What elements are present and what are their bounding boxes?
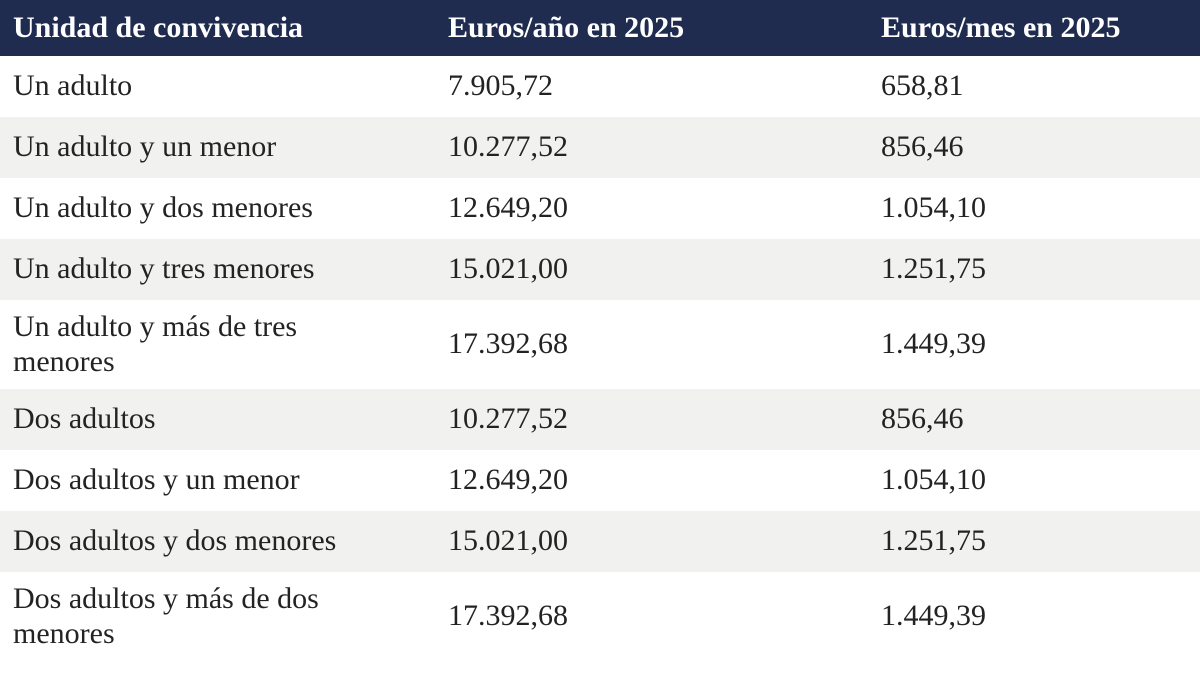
per-year-cell: 10.277,52 <box>448 130 568 164</box>
unit-label: Dos adultos y más de dos menores <box>13 582 319 650</box>
per-month-cell: 658,81 <box>881 69 964 103</box>
per-year-cell: 10.277,52 <box>448 402 568 436</box>
table-row: Un adulto y más de tres menores 17.392,6… <box>0 300 1200 389</box>
unit-cell: Un adulto <box>0 59 436 114</box>
per-year-cell: 15.021,00 <box>448 524 568 558</box>
per-year-cell: 15.021,00 <box>448 252 568 286</box>
per-month-cell: 1.251,75 <box>881 524 986 558</box>
per-month-cell: 1.251,75 <box>881 252 986 286</box>
unit-cell: Un adulto y tres menores <box>0 242 436 297</box>
per-month-cell: 1.054,10 <box>881 191 986 225</box>
per-month-cell: 856,46 <box>881 130 964 164</box>
table-body: Un adulto 7.905,72 658,81 Un adulto y un… <box>0 56 1200 661</box>
unit-label: Dos adultos y un menor <box>13 463 300 497</box>
table-row: Dos adultos y un menor 12.649,20 1.054,1… <box>0 450 1200 511</box>
unit-cell: Un adulto y dos menores <box>0 181 436 236</box>
column-header-per-year: Euros/año en 2025 <box>448 10 685 44</box>
unit-label: Un adulto y tres menores <box>13 252 315 286</box>
unit-cell: Dos adultos y más de dos menores <box>0 572 436 661</box>
unit-cell: Dos adultos y dos menores <box>0 514 436 569</box>
unit-label: Un adulto y más de tres menores <box>13 310 298 378</box>
column-header-per-month: Euros/mes en 2025 <box>881 10 1121 44</box>
table-row: Dos adultos y más de dos menores 17.392,… <box>0 572 1200 661</box>
table-row: Dos adultos y dos menores 15.021,00 1.25… <box>0 511 1200 572</box>
unit-label: Dos adultos y dos menores <box>13 524 337 558</box>
imv-thresholds-table: Unidad de convivencia Euros/año en 2025 … <box>0 0 1200 661</box>
unit-label: Dos adultos <box>13 402 156 436</box>
table-row: Dos adultos 10.277,52 856,46 <box>0 389 1200 450</box>
per-year-cell: 17.392,68 <box>448 599 568 633</box>
unit-label: Un adulto y dos menores <box>13 191 313 225</box>
unit-cell: Dos adultos <box>0 392 436 447</box>
table-row: Un adulto y dos menores 12.649,20 1.054,… <box>0 178 1200 239</box>
per-month-cell: 1.449,39 <box>881 327 986 361</box>
table-row: Un adulto y tres menores 15.021,00 1.251… <box>0 239 1200 300</box>
per-month-cell: 1.054,10 <box>881 463 986 497</box>
unit-label: Un adulto y un menor <box>13 130 277 164</box>
per-year-cell: 17.392,68 <box>448 327 568 361</box>
per-year-cell: 12.649,20 <box>448 191 568 225</box>
per-month-cell: 1.449,39 <box>881 599 986 633</box>
table-row: Un adulto y un menor 10.277,52 856,46 <box>0 117 1200 178</box>
unit-label: Un adulto <box>13 69 133 103</box>
column-header-unit: Unidad de convivencia <box>13 10 304 44</box>
table-header-row: Unidad de convivencia Euros/año en 2025 … <box>0 0 1200 56</box>
per-year-cell: 12.649,20 <box>448 463 568 497</box>
unit-cell: Un adulto y un menor <box>0 120 436 175</box>
unit-cell: Un adulto y más de tres menores <box>0 300 436 389</box>
table-row: Un adulto 7.905,72 658,81 <box>0 56 1200 117</box>
per-month-cell: 856,46 <box>881 402 964 436</box>
per-year-cell: 7.905,72 <box>448 69 553 103</box>
unit-cell: Dos adultos y un menor <box>0 453 436 508</box>
